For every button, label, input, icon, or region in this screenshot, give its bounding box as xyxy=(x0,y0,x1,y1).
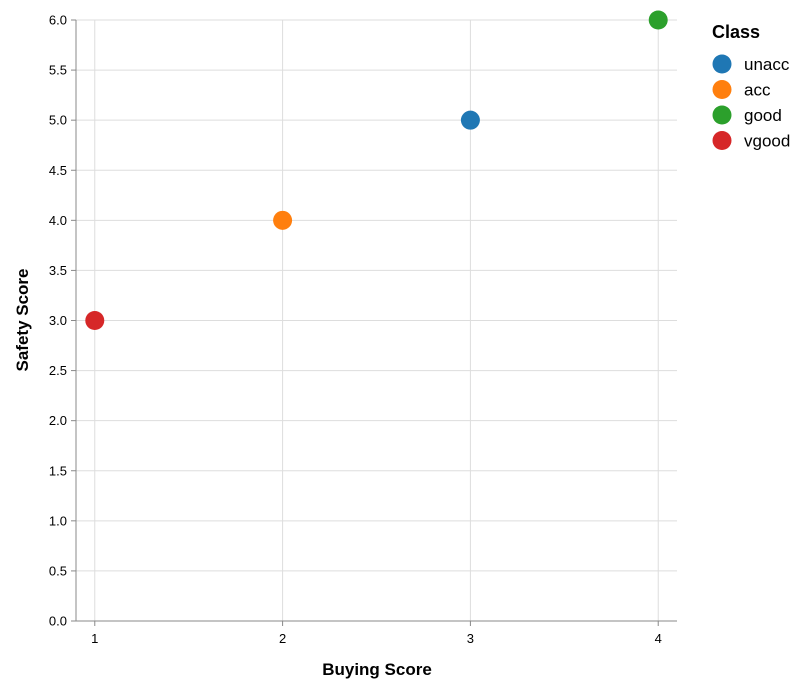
x-tick-label: 4 xyxy=(655,631,662,646)
x-tick-label: 1 xyxy=(91,631,98,646)
y-tick-label: 2.5 xyxy=(49,363,67,378)
grid xyxy=(76,19,677,622)
legend-swatch-unacc xyxy=(712,54,732,74)
point-vgood xyxy=(85,311,105,330)
axes: 0.0 0.5 1.0 1.5 2.0 2.5 3.0 3.5 4.0 4.5 5.0 5.5 6.0 1… xyxy=(49,13,677,646)
y-tick-label: 1.0 xyxy=(49,513,67,528)
y-tick-label: 5.5 xyxy=(49,63,67,78)
y-axis-title: Safety Score xyxy=(13,269,32,372)
y-tick-label: 3.5 xyxy=(49,263,67,278)
legend-title: Class xyxy=(712,22,760,42)
y-tick-label: 4.0 xyxy=(49,213,67,228)
x-tick-label: 2 xyxy=(279,631,286,646)
legend-label-good: good xyxy=(744,106,782,125)
legend-swatch-vgood xyxy=(712,131,732,150)
point-unacc xyxy=(460,110,480,130)
data-points xyxy=(85,10,668,330)
legend-swatch-acc xyxy=(712,80,732,99)
legend-label-unacc: unacc xyxy=(744,55,790,74)
legend-label-vgood: vgood xyxy=(744,132,790,151)
y-tick-label: 0.0 xyxy=(49,614,67,629)
y-tick-label: 1.5 xyxy=(49,463,67,478)
x-tick-label: 3 xyxy=(467,631,474,646)
legend: Class unacc acc good vgood xyxy=(712,22,790,151)
point-acc xyxy=(273,210,293,230)
x-axis-title: Buying Score xyxy=(322,660,432,679)
point-good xyxy=(648,10,668,30)
legend-swatch-good xyxy=(712,105,732,125)
y-tick-label: 6.0 xyxy=(49,13,67,28)
y-tick-label: 5.0 xyxy=(49,113,67,128)
legend-label-acc: acc xyxy=(744,81,771,100)
y-tick-label: 0.5 xyxy=(49,563,67,578)
y-tick-label: 4.5 xyxy=(49,163,67,178)
y-tick-label: 3.0 xyxy=(49,313,67,328)
y-tick-label: 2.0 xyxy=(49,413,67,428)
